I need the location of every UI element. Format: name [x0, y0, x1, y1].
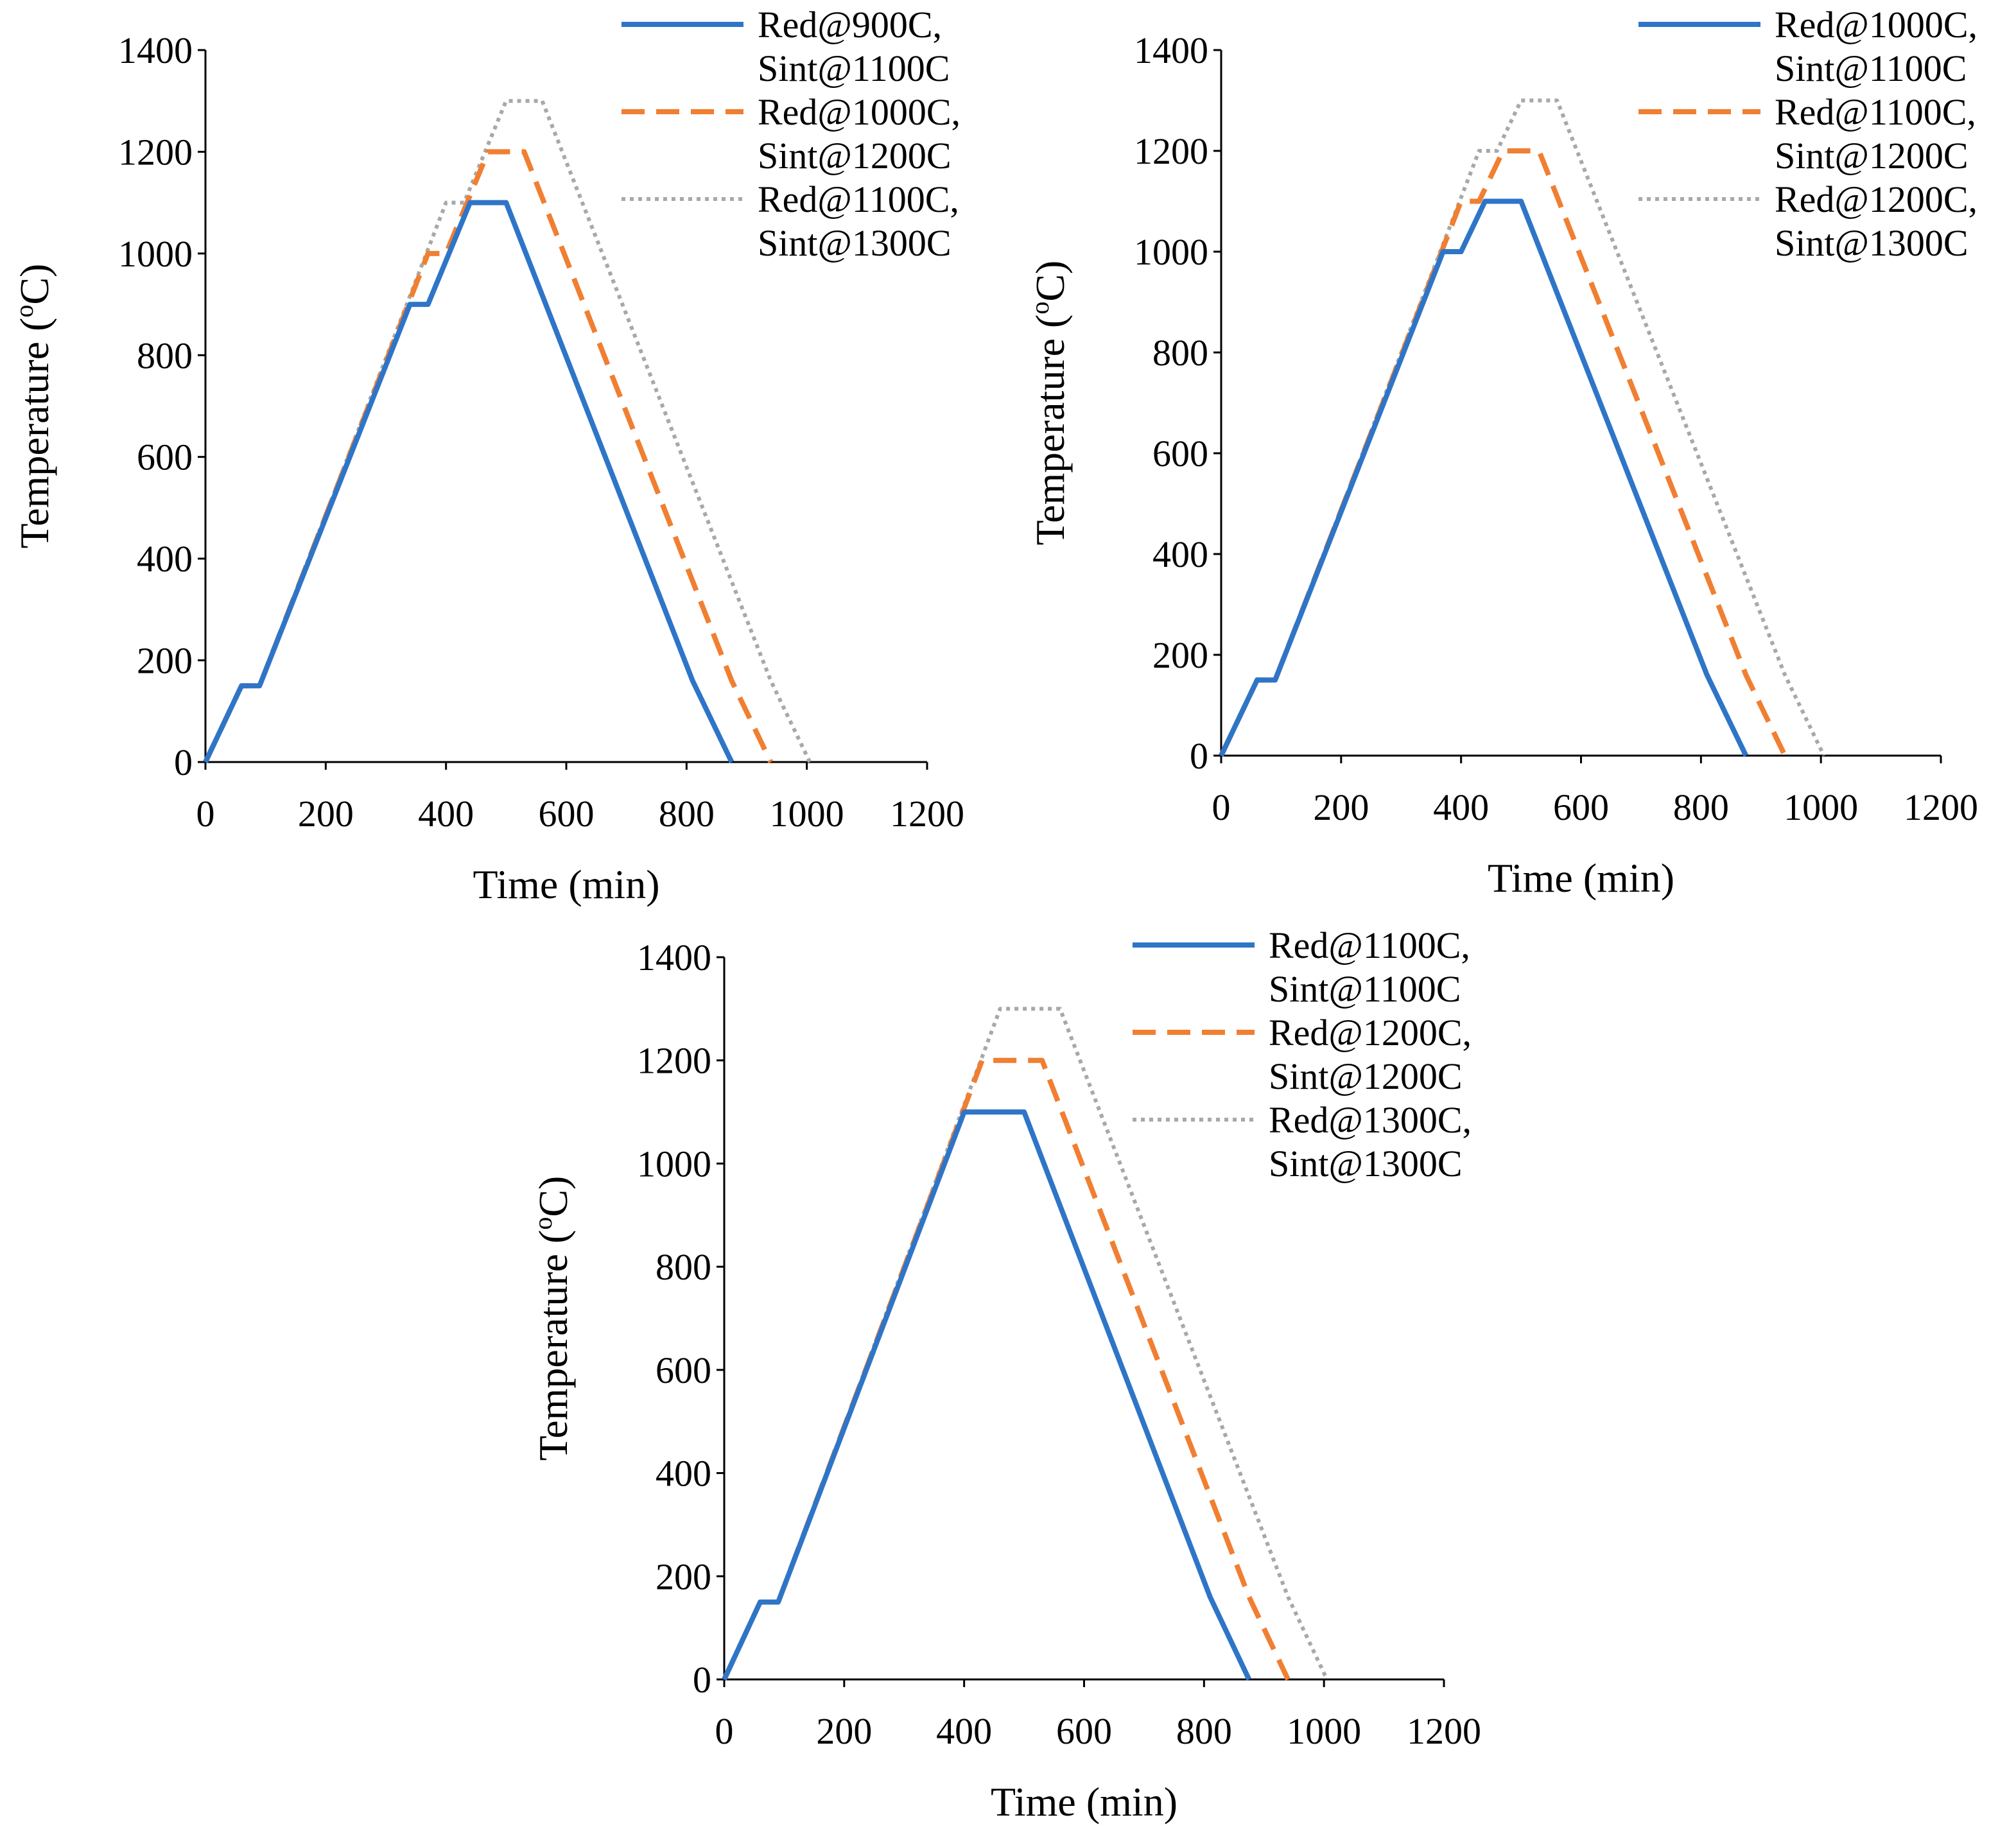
legend-label: Red@1100C, — [1269, 924, 1470, 966]
y-tick-label: 1400 — [1134, 30, 1208, 71]
y-tick-label: 600 — [137, 437, 193, 478]
legend-label: Red@1100C, — [758, 178, 959, 220]
legend-label: Sint@1300C — [1775, 222, 1968, 264]
legend-label: Sint@1300C — [758, 222, 952, 264]
x-tick-label: 800 — [659, 793, 715, 835]
x-tick-label: 1000 — [1784, 786, 1858, 828]
x-axis-label: Time (min) — [1488, 855, 1674, 901]
x-axis-label: Time (min) — [473, 862, 660, 907]
y-tick-label: 1000 — [118, 233, 193, 275]
x-tick-label: 400 — [1433, 786, 1489, 828]
legend-label: Sint@1300C — [1269, 1143, 1463, 1184]
legend-label: Red@900C, — [758, 4, 942, 46]
legend-label: Sint@1200C — [1775, 135, 1968, 177]
x-tick-label: 600 — [1056, 1710, 1112, 1752]
series-line-solid — [1219, 198, 1749, 757]
x-tick-label: 1200 — [1904, 786, 1978, 828]
x-tick-label: 1000 — [770, 793, 844, 835]
y-tick-label: 200 — [137, 640, 193, 682]
legend: Red@900C,Sint@1100CRed@1000C,Sint@1200CR… — [621, 4, 960, 264]
y-tick-label: 200 — [1152, 634, 1208, 676]
y-tick-label: 400 — [1152, 533, 1208, 575]
x-tick-label: 200 — [298, 793, 354, 835]
legend-label: Sint@1200C — [758, 135, 952, 177]
series-line-solid — [722, 1109, 1252, 1681]
legend-label: Sint@1100C — [1269, 968, 1461, 1010]
legend-label: Red@1300C, — [1269, 1099, 1472, 1141]
x-tick-label: 400 — [936, 1710, 992, 1752]
y-tick-label: 0 — [693, 1659, 711, 1701]
y-tick-label: 400 — [656, 1453, 711, 1495]
chart-panel-top-right: 0 200 400 600 800 1000 1200 1400 0 200 400 600 800 10… — [1025, 4, 1978, 901]
y-tick-label: 800 — [137, 334, 193, 376]
y-axis-label: Temperature (oC) — [1025, 261, 1073, 546]
x-tick-label: 200 — [1313, 786, 1369, 828]
x-tick-label: 400 — [418, 793, 474, 835]
legend-label: Red@1200C, — [1775, 178, 1977, 220]
y-tick-label: 1400 — [118, 30, 193, 71]
chart-panel-top-left: 0 200 400 600 800 1000 1200 1400 0 200 400 600 800 10… — [10, 4, 964, 907]
legend-label: Sint@1100C — [1775, 48, 1967, 89]
x-tick-label: 1000 — [1287, 1710, 1361, 1752]
y-tick-label: 1000 — [637, 1143, 711, 1184]
x-tick-label: 0 — [715, 1710, 734, 1752]
x-tick-label: 1200 — [890, 793, 964, 835]
y-tick-label: 800 — [656, 1246, 711, 1288]
y-tick-label: 1200 — [637, 1040, 711, 1082]
x-tick-label: 800 — [1176, 1710, 1232, 1752]
y-tick-label: 800 — [1152, 332, 1208, 374]
y-tick-label: 0 — [174, 741, 193, 783]
y-axis-label: Temperature (oC) — [528, 1176, 576, 1461]
legend-label: Red@1200C, — [1269, 1012, 1472, 1053]
legend: Red@1000C,Sint@1100CRed@1100C,Sint@1200C… — [1638, 4, 1977, 264]
series-line-dotted — [722, 1007, 1329, 1681]
y-tick-label: 1400 — [637, 937, 711, 978]
y-tick-label: 1200 — [118, 131, 193, 173]
x-tick-label: 1200 — [1407, 1710, 1481, 1752]
chart-panel-bottom-center: 0 200 400 600 800 1000 1200 1400 0 200 400 600 800 10… — [528, 924, 1481, 1825]
x-axis-label: Time (min) — [991, 1779, 1177, 1825]
legend-label: Sint@1200C — [1269, 1055, 1463, 1097]
y-axis-label: Temperature (oC) — [10, 264, 57, 549]
x-tick-label: 800 — [1673, 786, 1729, 828]
x-tick-label: 200 — [816, 1710, 872, 1752]
x-tick-label: 600 — [539, 793, 595, 835]
legend-label: Red@1000C, — [1775, 4, 1977, 46]
y-tick-label: 0 — [1190, 735, 1208, 777]
y-tick-label: 400 — [137, 538, 193, 580]
y-tick-label: 600 — [1152, 433, 1208, 474]
legend-label: Red@1100C, — [1775, 91, 1976, 133]
y-tick-label: 1200 — [1134, 130, 1208, 172]
x-tick-label: 0 — [196, 793, 215, 835]
y-tick-label: 1000 — [1134, 231, 1208, 273]
legend: Red@1100C,Sint@1100CRed@1200C,Sint@1200C… — [1133, 924, 1472, 1184]
x-tick-label: 0 — [1212, 786, 1231, 828]
series-line-solid — [203, 200, 734, 763]
legend-label: Sint@1100C — [758, 48, 950, 89]
x-tick-label: 600 — [1553, 786, 1609, 828]
y-tick-label: 200 — [656, 1556, 711, 1597]
y-tick-label: 600 — [656, 1349, 711, 1391]
legend-label: Red@1000C, — [758, 91, 960, 133]
series-line-dotted — [1219, 98, 1826, 757]
